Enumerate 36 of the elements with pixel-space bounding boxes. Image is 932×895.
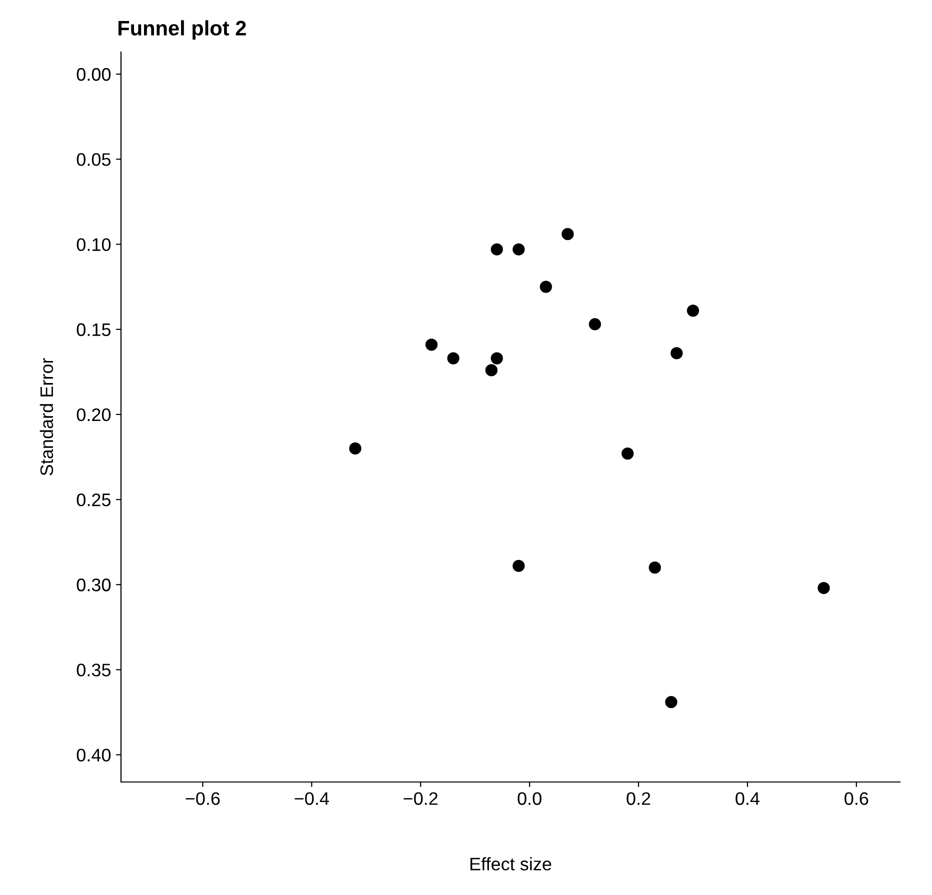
y-tick-label: 0.10 bbox=[76, 238, 111, 252]
point bbox=[648, 562, 661, 574]
x-tick-label: 0.4 bbox=[736, 792, 760, 805]
y-tick-label: 0.20 bbox=[76, 408, 111, 422]
point bbox=[425, 338, 438, 351]
point bbox=[562, 228, 574, 240]
point bbox=[447, 352, 460, 364]
point bbox=[349, 442, 362, 455]
point bbox=[818, 582, 830, 594]
point bbox=[540, 280, 552, 293]
y-axis-title: Standard Error bbox=[40, 358, 54, 476]
x-tick-label: −0.2 bbox=[404, 792, 438, 805]
x-axis-title: Effect size bbox=[470, 857, 552, 870]
chart-title: Funnel plot 2 bbox=[118, 20, 246, 40]
x-tick-label: −0.4 bbox=[294, 792, 329, 805]
point bbox=[512, 243, 525, 256]
point bbox=[686, 304, 700, 317]
point bbox=[588, 318, 602, 330]
point bbox=[670, 347, 683, 360]
x-tick-label: 0.0 bbox=[518, 792, 542, 805]
x-tick-label: 0.2 bbox=[626, 792, 650, 805]
y-tick-label: 0.05 bbox=[76, 153, 111, 166]
point bbox=[490, 243, 503, 256]
y-tick-label: 0.25 bbox=[76, 493, 111, 506]
point bbox=[485, 364, 498, 376]
x-tick-label: −0.6 bbox=[186, 792, 220, 805]
x-tick-label: 0.6 bbox=[844, 792, 868, 805]
point bbox=[665, 696, 678, 708]
y-tick-label: 0.00 bbox=[76, 68, 111, 81]
point bbox=[490, 352, 503, 364]
y-tick-label: 0.15 bbox=[76, 323, 111, 336]
y-tick-label: 0.35 bbox=[76, 664, 111, 676]
y-tick-label: 0.40 bbox=[76, 748, 111, 762]
point bbox=[622, 448, 634, 460]
y-tick-label: 0.30 bbox=[76, 578, 111, 592]
point bbox=[512, 560, 525, 572]
